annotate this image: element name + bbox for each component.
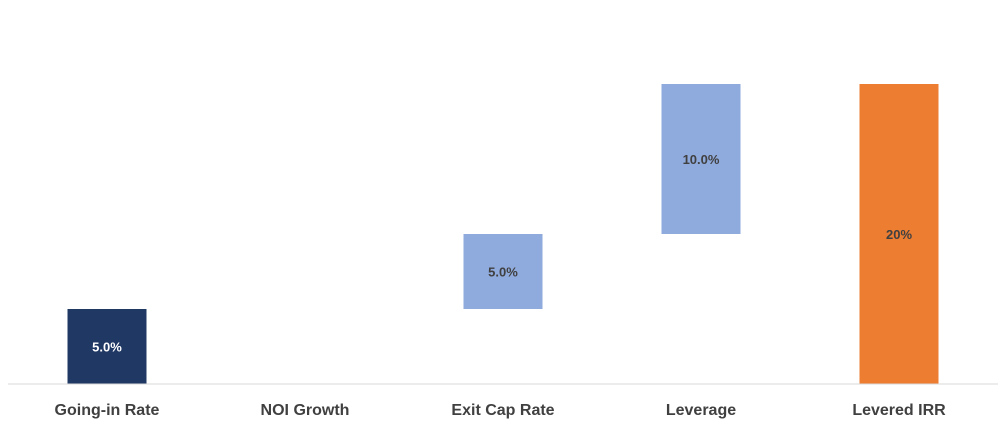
category-labels-group: Going-in Rate NOI Growth Exit Cap Rate Leve… bbox=[55, 402, 947, 419]
category-label: NOI Growth bbox=[261, 402, 350, 419]
data-label-exit-cap-rate: 5.0% bbox=[488, 265, 518, 280]
bar-leverage bbox=[661, 84, 741, 234]
bar-exit-cap-rate bbox=[463, 234, 543, 309]
data-label-going-in-rate: 5.0% bbox=[92, 340, 122, 355]
bars-group bbox=[67, 84, 939, 384]
data-label-leverage: 10.0% bbox=[683, 152, 720, 167]
category-label: Levered IRR bbox=[852, 402, 946, 419]
bar-levered-irr bbox=[859, 84, 939, 384]
category-label: Leverage bbox=[666, 402, 736, 419]
category-label: Going-in Rate bbox=[55, 402, 160, 419]
data-label-levered-irr: 20% bbox=[886, 227, 912, 242]
bar-going-in-rate bbox=[67, 309, 147, 384]
data-labels-group: 5.0% 5.0% 10.0% 20% bbox=[92, 152, 912, 355]
category-label: Exit Cap Rate bbox=[451, 402, 554, 419]
